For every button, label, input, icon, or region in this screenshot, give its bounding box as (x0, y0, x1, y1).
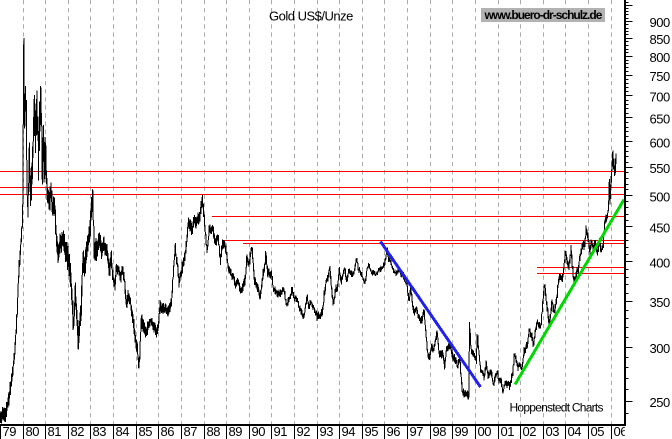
svg-text:97: 97 (410, 424, 424, 439)
svg-text:01: 01 (501, 424, 515, 439)
svg-text:250: 250 (650, 395, 670, 410)
svg-text:550: 550 (650, 161, 670, 176)
svg-text:05: 05 (591, 424, 605, 439)
svg-text:96: 96 (387, 424, 401, 439)
svg-text:500: 500 (650, 189, 670, 204)
svg-text:www.buero-dr-schulz.de: www.buero-dr-schulz.de (484, 8, 603, 22)
svg-text:87: 87 (184, 424, 198, 439)
svg-text:98: 98 (433, 424, 447, 439)
svg-text:700: 700 (650, 90, 670, 105)
svg-text:88: 88 (207, 424, 221, 439)
svg-text:83: 83 (93, 424, 107, 439)
svg-text:84: 84 (116, 424, 130, 439)
svg-text:400: 400 (650, 256, 670, 271)
svg-text:80: 80 (26, 424, 40, 439)
svg-text:450: 450 (650, 221, 670, 236)
svg-text:300: 300 (650, 341, 670, 356)
svg-text:82: 82 (71, 424, 85, 439)
svg-text:850: 850 (650, 32, 670, 47)
svg-text:04: 04 (568, 424, 582, 439)
svg-text:92: 92 (297, 424, 311, 439)
svg-text:00: 00 (478, 424, 492, 439)
svg-text:89: 89 (229, 424, 243, 439)
svg-text:85: 85 (139, 424, 153, 439)
svg-text:350: 350 (650, 295, 670, 310)
svg-text:Gold US$/Unze: Gold US$/Unze (269, 9, 353, 24)
svg-text:81: 81 (48, 424, 62, 439)
svg-text:95: 95 (365, 424, 379, 439)
svg-text:800: 800 (650, 50, 670, 65)
svg-text:90: 90 (252, 424, 266, 439)
svg-text:900: 900 (650, 15, 670, 30)
svg-text:99: 99 (455, 424, 469, 439)
svg-text:91: 91 (274, 424, 288, 439)
svg-text:86: 86 (161, 424, 175, 439)
svg-text:06: 06 (614, 424, 628, 439)
svg-text:94: 94 (342, 424, 356, 439)
svg-text:02: 02 (523, 424, 537, 439)
svg-text:600: 600 (650, 135, 670, 150)
svg-text:79: 79 (3, 424, 17, 439)
svg-text:750: 750 (650, 69, 670, 84)
svg-text:Hoppenstedt Charts: Hoppenstedt Charts (510, 401, 604, 415)
svg-text:650: 650 (650, 112, 670, 127)
svg-text:93: 93 (320, 424, 334, 439)
svg-text:03: 03 (546, 424, 560, 439)
